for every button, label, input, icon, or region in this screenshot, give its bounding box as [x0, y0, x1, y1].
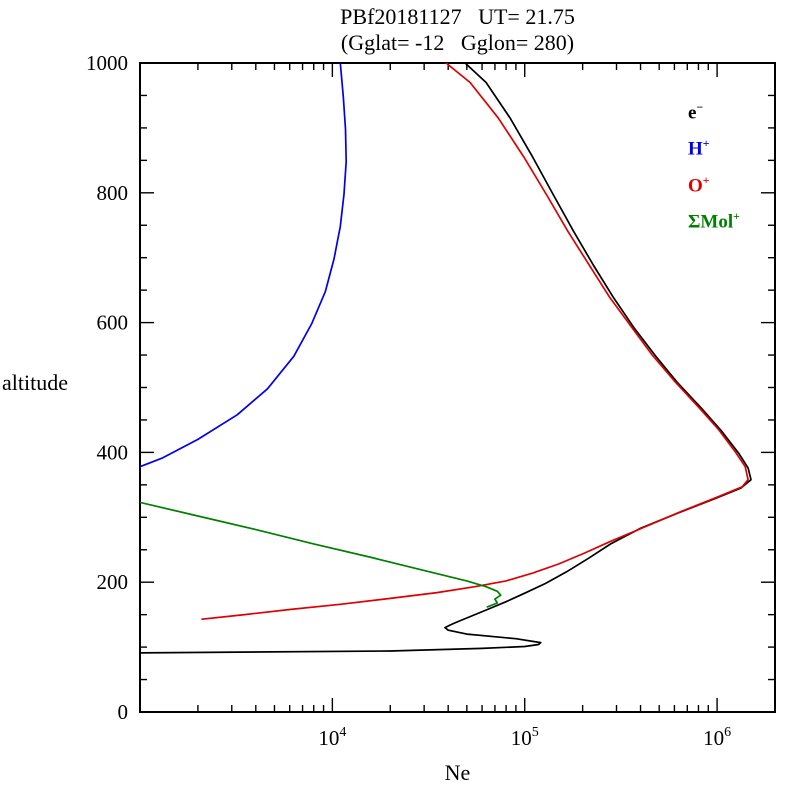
- legend-label: e: [688, 102, 697, 124]
- y-tick-label: 0: [118, 700, 129, 724]
- legend-label-superscript: +: [733, 209, 740, 223]
- y-tick-label: 200: [97, 570, 129, 594]
- series-line-e: [140, 63, 752, 654]
- legend-label: ΣMol: [688, 211, 734, 233]
- x-tick-label: 106: [703, 725, 731, 750]
- chart-title: PBf20181127 UT= 21.75: [340, 4, 575, 29]
- legend-label: H: [688, 138, 703, 160]
- chart-legend: e− H+ O+ ΣMol+: [688, 92, 740, 237]
- series-line-h: [140, 63, 348, 468]
- legend-label-superscript: +: [702, 137, 710, 151]
- legend-item: e−: [688, 92, 740, 128]
- legend-label-superscript: +: [702, 173, 710, 187]
- legend-item: H+: [688, 128, 740, 164]
- legend-item: ΣMol+: [688, 201, 740, 237]
- x-axis-title: Ne: [444, 760, 471, 785]
- y-axis-title: altitude: [2, 370, 68, 395]
- y-tick-label: 800: [97, 181, 129, 205]
- legend-label-superscript: −: [696, 101, 704, 114]
- series-line-o: [201, 63, 749, 621]
- legend-label: O: [688, 174, 703, 196]
- y-tick-label: 1000: [86, 51, 128, 75]
- legend-item: O+: [688, 165, 740, 201]
- y-tick-label: 600: [97, 311, 129, 335]
- chart-subtitle: (Gglat= -12 Gglon= 280): [340, 30, 575, 55]
- x-tick-label: 104: [318, 725, 346, 750]
- series-line-mol: [140, 501, 502, 608]
- x-tick-label: 105: [511, 725, 539, 750]
- y-tick-label: 400: [97, 440, 129, 464]
